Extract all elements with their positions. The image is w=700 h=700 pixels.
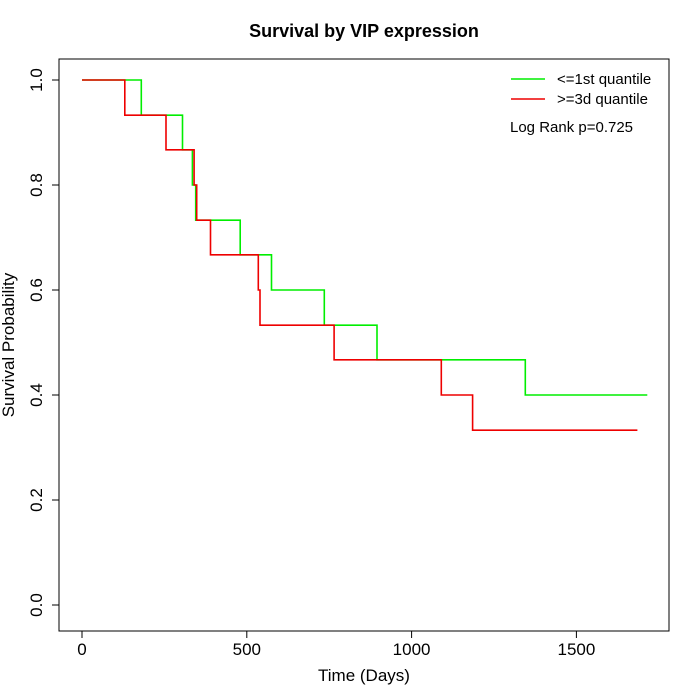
y-tick-label: 0.0: [27, 593, 46, 617]
x-tick-label: 1500: [557, 640, 595, 659]
y-tick-label: 0.8: [27, 173, 46, 197]
legend-label-1: >=3d quantile: [557, 91, 648, 108]
y-tick-label: 1.0: [27, 68, 46, 92]
log-rank-annotation: Log Rank p=0.725: [510, 119, 633, 136]
y-tick-label: 0.4: [27, 383, 46, 407]
x-axis-label: Time (Days): [318, 666, 410, 685]
plot-frame: [58, 58, 670, 632]
series-layer: [82, 79, 648, 432]
x-tick-label: 500: [233, 640, 261, 659]
y-tick-label: 0.6: [27, 278, 46, 302]
legend: <=1st quantile >=3d quantile: [511, 71, 651, 108]
x-tick-label: 1000: [393, 640, 431, 659]
chart-title: Survival by VIP expression: [249, 21, 479, 41]
y-axis-label: Survival Probability: [0, 272, 18, 417]
series-line-1: [82, 79, 638, 432]
y-tick-label: 0.2: [27, 488, 46, 512]
x-tick-label: 0: [77, 640, 86, 659]
legend-label-0: <=1st quantile: [557, 71, 651, 88]
x-axis: 0 500 1000 1500: [77, 630, 595, 659]
series-line-0: [82, 79, 648, 396]
y-axis: 0.0 0.2 0.4 0.6 0.8 1.0: [27, 68, 60, 617]
